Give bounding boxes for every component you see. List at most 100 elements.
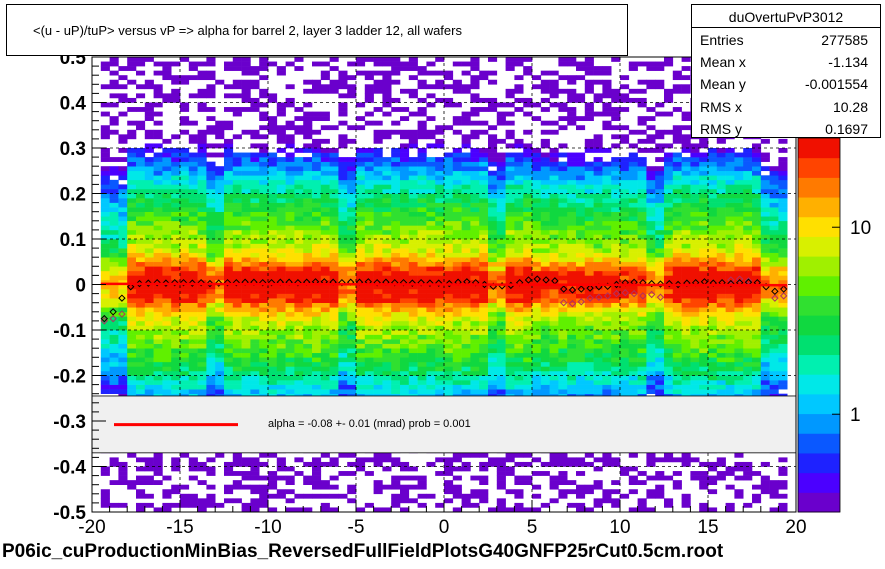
heatmap-cell (153, 70, 163, 76)
heatmap-cell (250, 489, 260, 495)
heatmap-cell (391, 284, 401, 290)
heatmap-cell (100, 498, 110, 504)
heatmap-cell (672, 380, 682, 385)
heatmap-cell (488, 243, 498, 249)
heatmap-cell (549, 452, 559, 458)
heatmap-cell (479, 261, 489, 267)
heatmap-cell (672, 366, 682, 372)
heatmap-cell (452, 466, 462, 472)
heatmap-cell (303, 198, 313, 203)
heatmap-cell (584, 161, 594, 167)
heatmap-cell (620, 243, 630, 249)
heatmap-cell (584, 179, 594, 185)
heatmap-cell (329, 220, 339, 226)
heatmap-cell (540, 229, 550, 235)
heatmap-cell (241, 66, 251, 71)
heatmap-cell (611, 239, 621, 244)
heatmap-cell (672, 343, 682, 349)
heatmap-cell (153, 184, 163, 190)
heatmap-cell (109, 61, 119, 67)
heatmap-cell (276, 170, 286, 176)
heatmap-cell (241, 502, 251, 508)
heatmap-cell (514, 389, 524, 394)
heatmap-cell (417, 107, 427, 112)
heatmap-cell (153, 93, 163, 99)
heatmap-cell (268, 211, 278, 217)
heatmap-cell (400, 475, 410, 481)
heatmap-cell (532, 330, 542, 335)
heatmap-cell (241, 471, 251, 476)
heatmap-cell (558, 102, 568, 108)
heatmap-cell (646, 166, 656, 172)
heatmap-cell (567, 107, 577, 112)
heatmap-cell (109, 389, 119, 394)
heatmap-cell (452, 475, 462, 481)
heatmap-cell (329, 357, 339, 363)
heatmap-cell (391, 252, 401, 258)
heatmap-cell (144, 466, 154, 472)
heatmap-cell (576, 457, 586, 463)
heatmap-cell (593, 270, 603, 276)
heatmap-cell (180, 270, 190, 276)
heatmap-cell (620, 248, 630, 253)
heatmap-cell (109, 316, 119, 322)
heatmap-cell (356, 211, 366, 217)
heatmap-cell (646, 234, 656, 240)
heatmap-cell (444, 361, 454, 367)
heatmap-cell (444, 320, 454, 326)
heatmap-cell (391, 229, 401, 235)
heatmap-cell (215, 320, 225, 326)
heatmap-cell (144, 348, 154, 354)
heatmap-cell (144, 184, 154, 190)
heatmap-cell (188, 284, 198, 290)
heatmap-cell (180, 352, 190, 358)
heatmap-cell (488, 343, 498, 349)
heatmap-cell (479, 339, 489, 344)
heatmap-cell (452, 493, 462, 499)
heatmap-cell (655, 375, 665, 381)
heatmap-cell (576, 298, 586, 303)
heatmap-cell (620, 93, 630, 99)
heatmap-cell (444, 97, 454, 103)
heatmap-cell (655, 384, 665, 390)
heatmap-cell (188, 275, 198, 281)
heatmap-cell (382, 211, 392, 217)
heatmap-cell (224, 270, 234, 276)
heatmap-cell (664, 502, 674, 508)
heatmap-cell (470, 129, 480, 135)
heatmap-cell (479, 475, 489, 481)
heatmap-cell (224, 239, 234, 244)
heatmap-cell (602, 339, 612, 344)
heatmap-cell (109, 129, 119, 135)
heatmap-cell (452, 361, 462, 367)
heatmap-cell (250, 366, 260, 372)
heatmap-cell (241, 243, 251, 249)
heatmap-cell (496, 330, 506, 335)
heatmap-cell (549, 289, 559, 294)
heatmap-cell (153, 170, 163, 176)
heatmap-cell (496, 170, 506, 176)
heatmap-cell (100, 357, 110, 363)
heatmap-cell (276, 188, 286, 194)
heatmap-cell (232, 266, 242, 272)
heatmap-cell (215, 279, 225, 285)
heatmap-cell (408, 370, 418, 376)
heatmap-cell (444, 293, 454, 299)
heatmap-cell (268, 175, 278, 181)
heatmap-cell (444, 289, 454, 294)
heatmap-cell (162, 320, 172, 326)
heatmap-cell (540, 175, 550, 181)
heatmap-cell (136, 239, 146, 244)
heatmap-cell (180, 229, 190, 235)
heatmap-cell (338, 157, 348, 162)
heatmap-cell (444, 366, 454, 372)
heatmap-cell (567, 279, 577, 285)
heatmap-cell (620, 107, 630, 112)
heatmap-cell (250, 79, 260, 85)
heatmap-cell (435, 234, 445, 240)
heatmap-cell (488, 138, 498, 144)
heatmap-cell (496, 202, 506, 208)
heatmap-cell (496, 375, 506, 381)
heatmap-cell (576, 261, 586, 267)
heatmap-cell (294, 375, 304, 381)
